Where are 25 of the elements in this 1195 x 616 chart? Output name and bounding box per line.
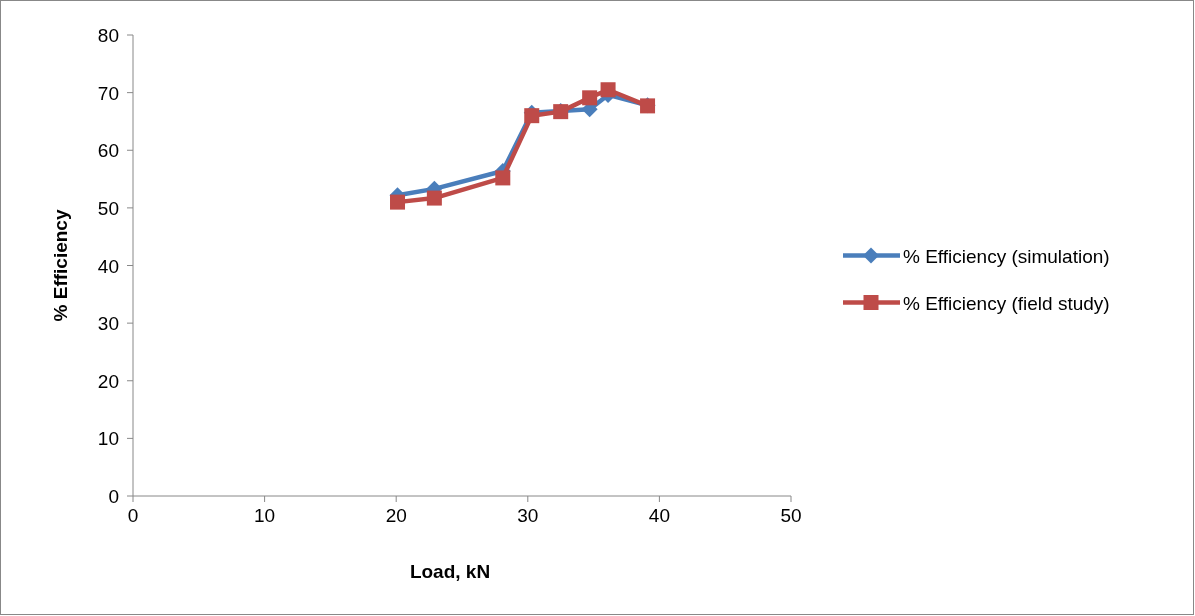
point <box>582 90 598 106</box>
y-tick-label: 30 <box>97 313 119 335</box>
y-tick-label: 10 <box>97 428 119 450</box>
y-tick-label: 70 <box>97 82 119 104</box>
y-tick-label: 20 <box>97 370 119 392</box>
legend-label: % Efficiency (field study) <box>903 292 1110 314</box>
x-tick-label: 30 <box>517 505 539 526</box>
point <box>600 82 616 98</box>
x-tick-label: 50 <box>780 505 802 526</box>
x-tick-label: 40 <box>648 505 670 526</box>
point <box>495 170 511 186</box>
legend-label: % Efficiency (simulation) <box>903 245 1110 267</box>
y-tick-label: 60 <box>97 140 119 162</box>
point <box>426 190 442 206</box>
x-tick-label: 10 <box>254 505 276 526</box>
y-tick-label: 50 <box>97 197 119 219</box>
point <box>390 194 406 210</box>
x-tick-label: 0 <box>127 505 139 526</box>
point <box>524 108 540 124</box>
x-tick-label: 20 <box>385 505 407 526</box>
y-tick-label: 0 <box>108 486 119 507</box>
x-axis-title: Load, kN <box>409 561 491 582</box>
y-axis-title: % Efficiency <box>50 209 71 322</box>
y-tick-label: 80 <box>97 25 119 46</box>
y-tick-label: 40 <box>97 255 119 277</box>
